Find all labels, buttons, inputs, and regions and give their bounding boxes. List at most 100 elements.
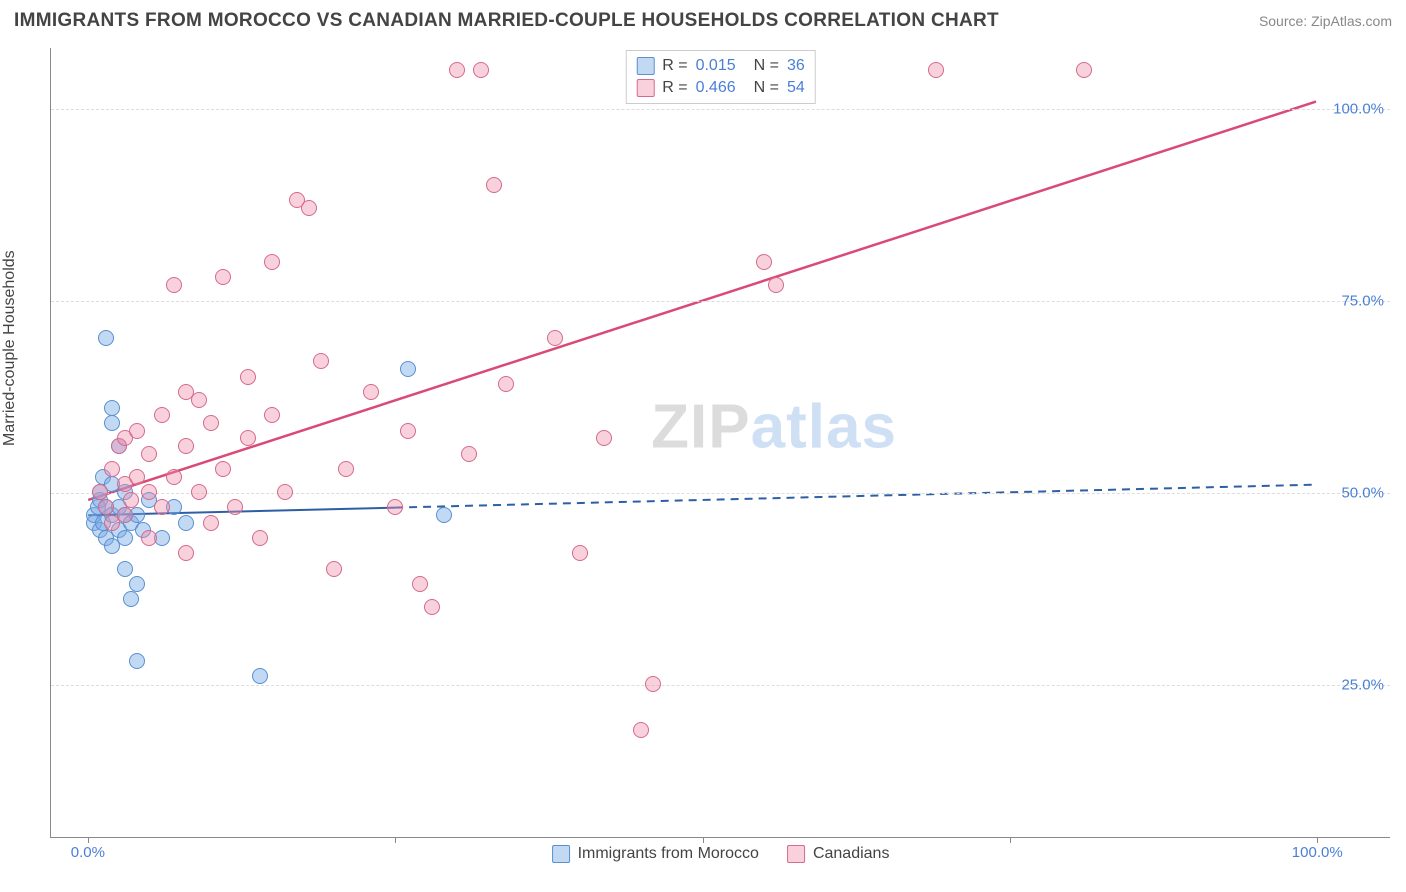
data-point [227, 499, 243, 515]
data-point [596, 430, 612, 446]
data-point [104, 400, 120, 416]
data-point [436, 507, 452, 523]
data-point [252, 530, 268, 546]
data-point [498, 376, 514, 392]
legend-series-item: Canadians [787, 845, 890, 863]
data-point [240, 430, 256, 446]
data-point [129, 653, 145, 669]
data-point [1076, 62, 1092, 78]
data-point [104, 461, 120, 477]
data-point [387, 499, 403, 515]
data-point [313, 353, 329, 369]
data-point [363, 384, 379, 400]
data-point [252, 668, 268, 684]
legend-series-item: Immigrants from Morocco [552, 845, 759, 863]
data-point [928, 62, 944, 78]
data-point [215, 269, 231, 285]
data-point [338, 461, 354, 477]
legend-r-label: R = [662, 79, 687, 97]
data-point [98, 499, 114, 515]
data-point [141, 530, 157, 546]
data-point [178, 438, 194, 454]
data-point [572, 545, 588, 561]
data-point [240, 369, 256, 385]
legend-stats-row: R =0.015N =36 [636, 55, 805, 77]
data-point [547, 330, 563, 346]
data-point [203, 415, 219, 431]
data-point [166, 277, 182, 293]
legend-n-value: 54 [787, 79, 805, 97]
data-point [486, 177, 502, 193]
chart-source: Source: ZipAtlas.com [1259, 13, 1392, 29]
data-point [117, 507, 133, 523]
data-point [473, 62, 489, 78]
data-point [768, 277, 784, 293]
data-point [123, 492, 139, 508]
legend-swatch [636, 57, 654, 75]
data-point [98, 330, 114, 346]
data-point [277, 484, 293, 500]
data-point [301, 200, 317, 216]
legend-swatch [552, 845, 570, 863]
legend-series-label: Canadians [813, 845, 890, 863]
data-point [129, 423, 145, 439]
data-point [756, 254, 772, 270]
data-point [117, 530, 133, 546]
y-tick-label: 25.0% [1341, 676, 1384, 693]
data-point [141, 446, 157, 462]
y-axis-label: Married-couple Households [1, 250, 19, 446]
watermark-pre: ZIP [651, 392, 750, 461]
data-point [154, 407, 170, 423]
data-point [424, 599, 440, 615]
data-point [412, 576, 428, 592]
x-tick-mark [703, 837, 704, 843]
data-point [129, 576, 145, 592]
legend-stats: R = 0.015 N = 36 R =0.466N =54 [625, 50, 816, 104]
legend-swatch [787, 845, 805, 863]
y-tick-label: 75.0% [1341, 293, 1384, 310]
gridline-h [51, 109, 1390, 110]
watermark: ZIPatlas [651, 391, 897, 462]
gridline-h [51, 301, 1390, 302]
data-point [129, 469, 145, 485]
data-point [154, 499, 170, 515]
data-point [264, 254, 280, 270]
data-point [191, 484, 207, 500]
data-point [645, 676, 661, 692]
y-tick-label: 50.0% [1341, 484, 1384, 501]
x-tick-mark [395, 837, 396, 843]
data-point [141, 484, 157, 500]
data-point [461, 446, 477, 462]
watermark-accent: atlas [751, 392, 897, 461]
x-tick-mark [88, 837, 89, 843]
gridline-h [51, 685, 1390, 686]
legend-r-value: 0.015 [696, 57, 736, 75]
legend-n-value: 36 [787, 57, 805, 75]
x-tick-label: 0.0% [71, 844, 105, 861]
data-point [215, 461, 231, 477]
data-point [326, 561, 342, 577]
data-point [123, 591, 139, 607]
data-point [264, 407, 280, 423]
plot-area: ZIPatlas R =0.015N =36R =0.466N =54 Immi… [50, 48, 1390, 838]
data-point [203, 515, 219, 531]
legend-series: Immigrants from Morocco Canadians [552, 845, 890, 863]
data-point [400, 423, 416, 439]
data-point [92, 484, 108, 500]
legend-stats-row: R =0.466N =54 [636, 77, 805, 99]
x-tick-mark [1317, 837, 1318, 843]
legend-swatch [636, 79, 654, 97]
legend-n-label: N = [754, 57, 779, 75]
x-tick-label: 100.0% [1292, 844, 1343, 861]
chart-title: IMMIGRANTS FROM MOROCCO VS CANADIAN MARR… [14, 10, 999, 32]
chart-header: IMMIGRANTS FROM MOROCCO VS CANADIAN MARR… [14, 10, 1392, 32]
data-point [178, 545, 194, 561]
y-tick-label: 100.0% [1333, 101, 1384, 118]
data-point [104, 415, 120, 431]
data-point [400, 361, 416, 377]
data-point [191, 392, 207, 408]
gridline-h [51, 493, 1390, 494]
data-point [449, 62, 465, 78]
data-point [178, 515, 194, 531]
data-point [166, 469, 182, 485]
